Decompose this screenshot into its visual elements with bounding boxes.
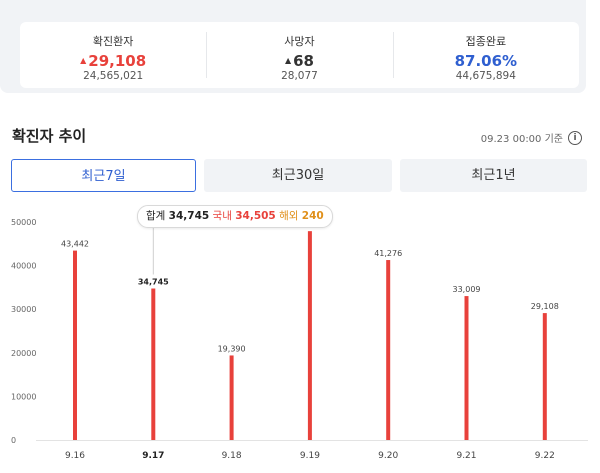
tooltip-total-value: 34,745 (168, 210, 210, 222)
x-tick-label: 9.20 (378, 451, 398, 461)
data-label: 29,108 (531, 302, 559, 311)
summary-card: 확진환자 ▲ 29,108 24,565,021 사망자 ▲ 68 28,077 접… (20, 22, 579, 88)
chart-tooltip: 합계 34,745 국내 34,505 해외 240 (137, 205, 333, 228)
deaths-delta: ▲ 68 (284, 52, 314, 70)
confirmed-total: 24,565,021 (83, 70, 144, 82)
x-axis: 9.16 9.17 9.18 9.19 9.20 9.21 9.22 (65, 451, 555, 461)
y-tick-label: 50000 (11, 218, 36, 227)
summary-panel: 확진환자 ▲ 29,108 24,565,021 사망자 ▲ 68 28,077 접… (0, 0, 586, 93)
basis-time: 09.23 00:00 기준 i (481, 130, 582, 145)
data-label: 43,442 (61, 240, 89, 249)
tooltip-total-label: 합계 (146, 210, 166, 222)
y-tick-label: 40000 (11, 262, 36, 271)
vaccinated-rate: 87.06% (454, 52, 518, 70)
deaths-stat: 사망자 ▲ 68 28,077 (206, 22, 392, 88)
x-tick-label: 9.18 (222, 451, 242, 461)
tooltip-overseas-label: 해외 (279, 210, 299, 222)
y-tick-label: 30000 (11, 305, 36, 314)
up-arrow-icon: ▲ (80, 56, 87, 65)
tooltip-domestic-label: 국내 (212, 210, 232, 222)
y-axis: 0 10000 20000 30000 40000 50000 (11, 218, 36, 445)
deaths-total: 28,077 (281, 70, 318, 82)
up-arrow-icon: ▲ (284, 56, 292, 65)
info-icon[interactable]: i (568, 130, 582, 145)
vaccinated-label: 접종완료 (465, 35, 507, 48)
bar (386, 260, 391, 440)
period-tabs: 최근7일 최근30일 최근1년 (11, 159, 587, 192)
data-label: 34,745 (138, 278, 169, 287)
data-label: 41,276 (374, 249, 402, 258)
x-tick-label: 9.21 (456, 451, 476, 461)
deaths-label: 사망자 (284, 35, 315, 48)
x-tick-label: 9.22 (535, 451, 555, 461)
y-tick-label: 0 (11, 436, 16, 445)
tooltip-domestic-value: 34,505 (235, 210, 276, 222)
confirmed-stat: 확진환자 ▲ 29,108 24,565,021 (20, 22, 206, 88)
vaccinated-total: 44,675,894 (455, 70, 516, 82)
tab-30days[interactable]: 최근30일 (204, 159, 392, 192)
x-tick-label: 9.17 (142, 451, 164, 461)
confirmed-label: 확진환자 (92, 35, 134, 48)
bar (73, 250, 77, 440)
confirmed-delta: ▲ 29,108 (80, 52, 147, 70)
bar (464, 296, 469, 440)
bar (307, 231, 312, 440)
tooltip-overseas-value: 240 (301, 210, 324, 222)
bar (151, 288, 156, 440)
x-tick-label: 9.16 (65, 451, 85, 461)
confirmed-trend-chart: 0 10000 20000 30000 40000 50000 43,442 34,745 1… (11, 218, 588, 461)
basis-text: 09.23 00:00 기준 (480, 134, 563, 145)
data-label: 19,390 (218, 344, 246, 353)
bar (542, 313, 547, 440)
bar (229, 355, 234, 440)
section-title: 확진자 추이 (12, 127, 87, 145)
vaccinated-stat: 접종완료 87.06% 44,675,894 (392, 22, 579, 88)
y-tick-label: 20000 (11, 349, 36, 358)
tab-7days[interactable]: 최근7일 (11, 159, 196, 192)
x-tick-label: 9.19 (300, 451, 320, 461)
tab-1year[interactable]: 최근1년 (400, 159, 587, 192)
bars: 43,44234,74519,39047,90141,27633,00929,1… (61, 220, 559, 440)
data-label: 33,009 (453, 285, 481, 294)
y-tick-label: 10000 (11, 392, 36, 401)
